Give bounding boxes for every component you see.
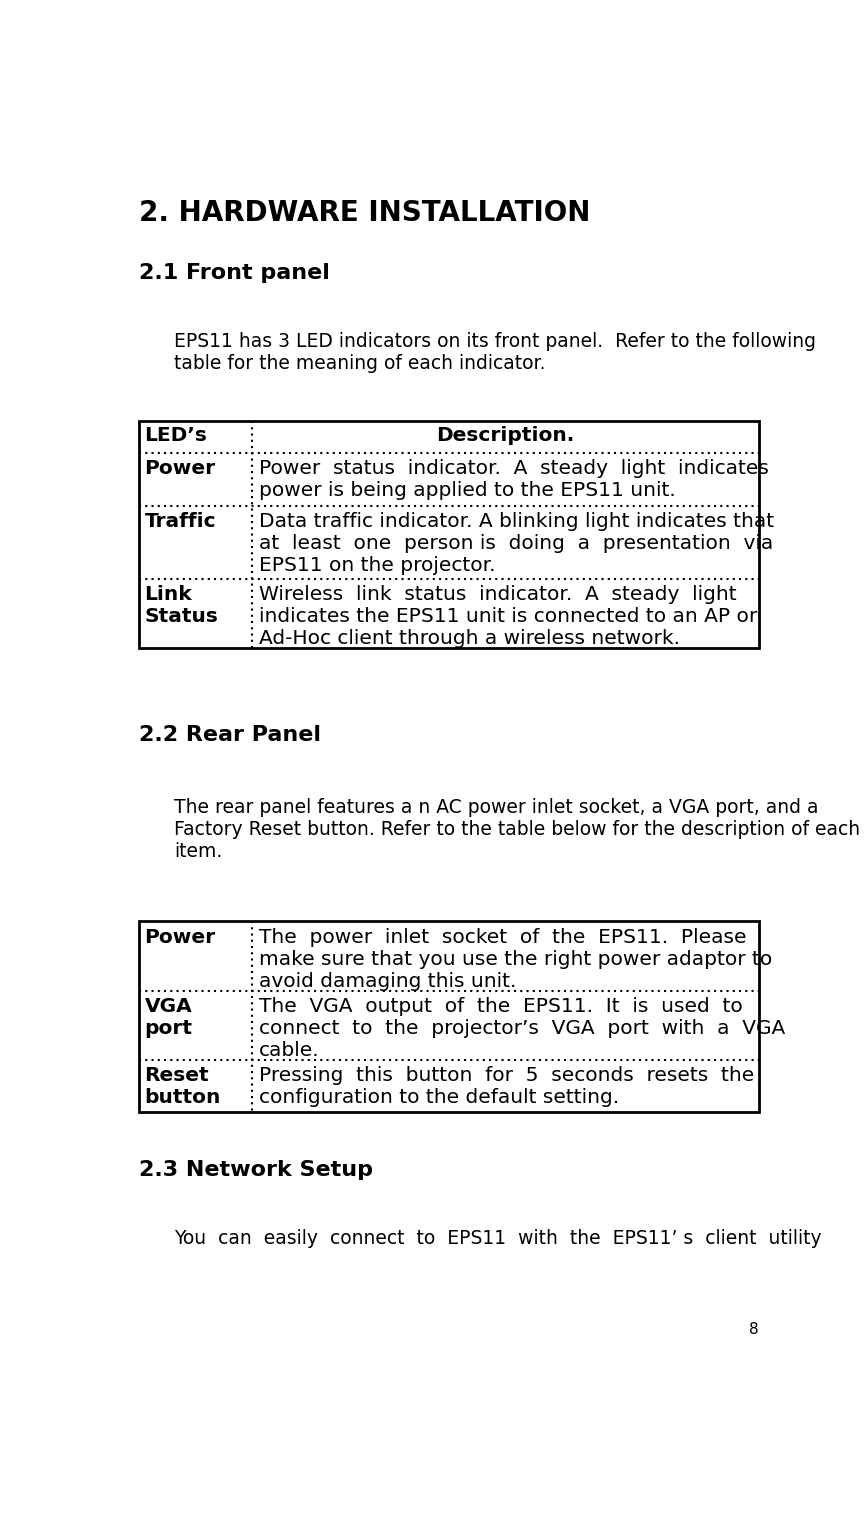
Text: The  power  inlet  socket  of  the  EPS11.  Please
make sure that you use the ri: The power inlet socket of the EPS11. Ple… [260,928,772,990]
Text: Power  status  indicator.  A  steady  light  indicates
power is being applied to: Power status indicator. A steady light i… [260,459,769,500]
Text: EPS11 has 3 LED indicators on its front panel.  Refer to the following
table for: EPS11 has 3 LED indicators on its front … [174,333,816,374]
Text: Power: Power [144,459,215,478]
Text: Data traffic indicator. A blinking light indicates that
at  least  one  person i: Data traffic indicator. A blinking light… [260,512,774,574]
Text: 8: 8 [749,1322,759,1337]
Text: 2.3 Network Setup: 2.3 Network Setup [139,1161,373,1180]
Text: Pressing  this  button  for  5  seconds  resets  the
configuration to the defaul: Pressing this button for 5 seconds reset… [260,1066,754,1107]
Text: LED’s: LED’s [144,427,208,445]
Text: Link
Status: Link Status [144,585,219,626]
Text: Reset
button: Reset button [144,1066,221,1107]
Text: Traffic: Traffic [144,512,216,530]
Text: You  can  easily  connect  to  EPS11  with  the  EPS11’ s  client  utility: You can easily connect to EPS11 with the… [174,1229,822,1249]
Text: 2.2 Rear Panel: 2.2 Rear Panel [139,725,321,746]
Bar [139,922,759,1112]
Bar [139,421,759,649]
Text: Power: Power [144,928,215,946]
Text: The rear panel features a n AC power inlet socket, a VGA port, and a
Factory Res: The rear panel features a n AC power inl… [174,799,860,861]
Text: 2. HARDWARE INSTALLATION: 2. HARDWARE INSTALLATION [139,199,591,228]
Text: Description.: Description. [436,427,574,445]
Text: VGA
port: VGA port [144,996,193,1037]
Text: The  VGA  output  of  the  EPS11.  It  is  used  to
connect  to  the  projector’: The VGA output of the EPS11. It is used … [260,996,785,1060]
Text: 2.1 Front panel: 2.1 Front panel [139,263,330,283]
Text: Wireless  link  status  indicator.  A  steady  light
indicates the EPS11 unit is: Wireless link status indicator. A steady… [260,585,758,649]
